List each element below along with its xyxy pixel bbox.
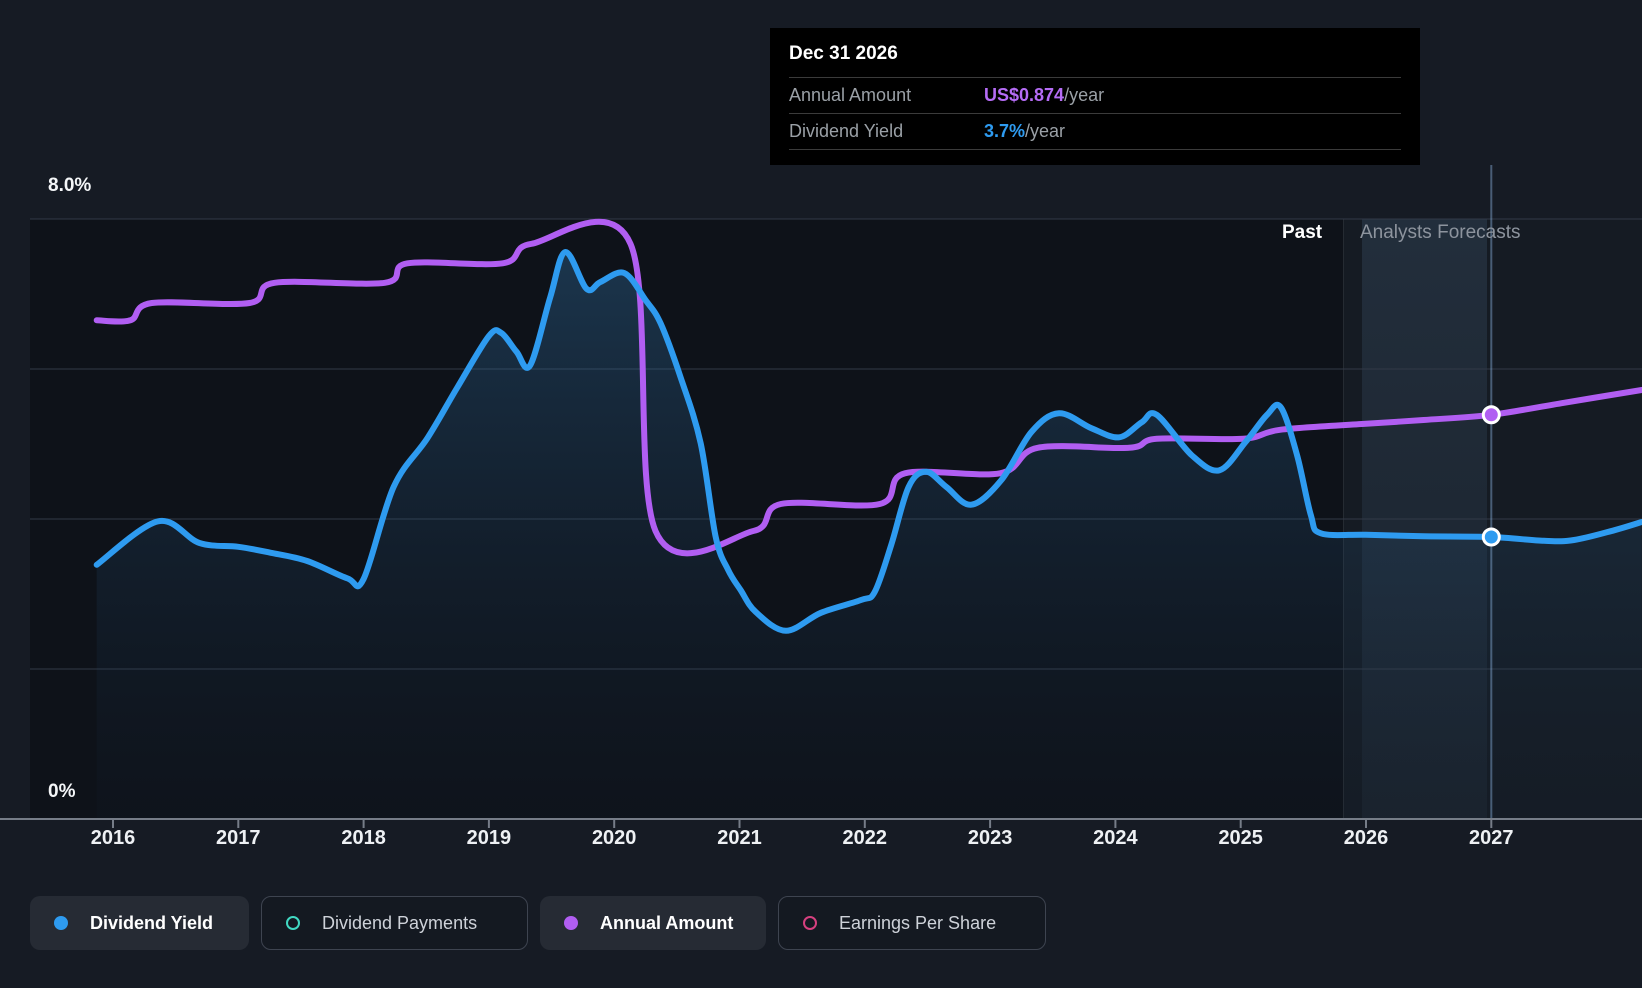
- x-axis-year-label: 2023: [967, 827, 1013, 849]
- tooltip-row-dividend-yield: Dividend Yield 3.7%/year: [789, 114, 1401, 150]
- x-axis-year-label: 2026: [1343, 827, 1389, 849]
- x-axis-year-label: 2022: [842, 827, 888, 849]
- legend-button-dividend-yield[interactable]: Dividend Yield: [30, 896, 249, 950]
- legend-label: Dividend Payments: [322, 912, 478, 933]
- x-axis-year-label: 2021: [717, 827, 762, 849]
- legend-open-circle-icon: [803, 916, 817, 930]
- dividend-yield-line: [93, 249, 1642, 634]
- past-region-label: Past: [1282, 222, 1323, 243]
- tooltip-row-annual-amount: Annual Amount US$0.874/year: [789, 78, 1401, 114]
- legend-button-earnings-per-share[interactable]: Earnings Per Share: [778, 896, 1046, 950]
- x-axis-year-label: 2027: [1469, 827, 1514, 849]
- tooltip-label: Annual Amount: [789, 85, 912, 105]
- hover-marker: [1481, 527, 1501, 547]
- legend-label: Dividend Yield: [90, 912, 214, 933]
- x-axis-year-label: 2018: [341, 827, 386, 849]
- tooltip: Dec 31 2026 Annual Amount US$0.874/year …: [770, 28, 1420, 165]
- hover-marker: [1481, 405, 1501, 425]
- legend-label: Annual Amount: [600, 912, 734, 933]
- legend-open-circle-icon: [286, 916, 300, 930]
- y-axis-label-top: 8.0%: [48, 175, 92, 196]
- legend-dot-icon: [564, 916, 578, 930]
- x-axis-year-label: 2020: [591, 827, 637, 849]
- dividend-yield-area: [96, 251, 1642, 820]
- x-axis-year-label: 2025: [1218, 827, 1263, 849]
- forecast-region-label: Analysts Forecasts: [1360, 222, 1521, 243]
- legend-label: Earnings Per Share: [839, 912, 997, 933]
- legend-button-annual-amount[interactable]: Annual Amount: [540, 896, 766, 950]
- tooltip-value: US$0.874/year: [984, 85, 1105, 105]
- x-axis-year-label: 2024: [1093, 827, 1138, 849]
- x-axis-year-label: 2016: [90, 827, 136, 849]
- legend-dot-icon: [54, 916, 68, 930]
- annual-amount-line: [93, 218, 1642, 557]
- legend-button-dividend-payments[interactable]: Dividend Payments: [261, 896, 528, 950]
- tooltip-value: 3.7%/year: [984, 121, 1066, 141]
- tooltip-date: Dec 31 2026: [789, 28, 1401, 78]
- tooltip-label: Dividend Yield: [789, 121, 904, 141]
- legend: Dividend Yield Dividend Payments Annual Am…: [0, 896, 1642, 952]
- y-axis-label-bottom: 0%: [48, 781, 76, 802]
- x-axis-year-label: 2017: [216, 827, 261, 849]
- x-axis-year-label: 2019: [466, 827, 512, 849]
